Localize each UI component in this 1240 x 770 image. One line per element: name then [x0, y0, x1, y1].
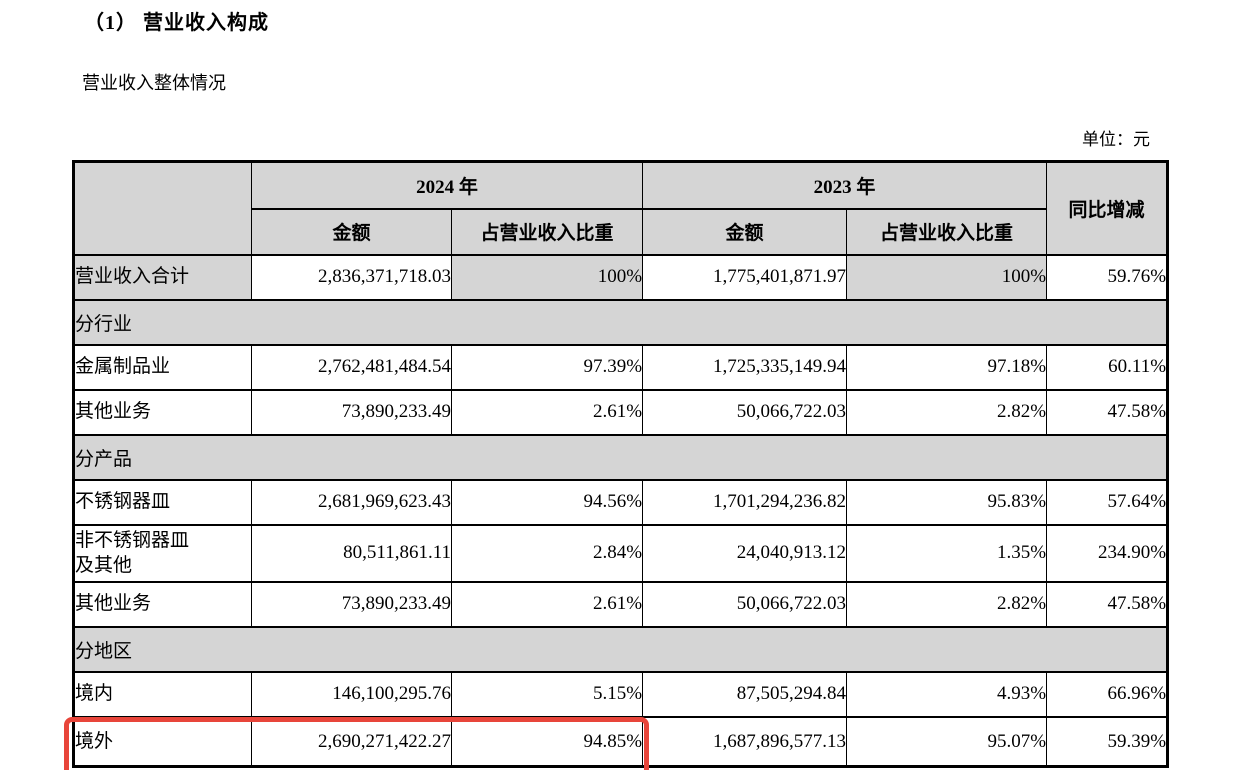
unit-label: 单位：元 [1082, 130, 1150, 149]
row-label: 金属制品业 [73, 343, 252, 391]
yoy-header: 同比增减 [1046, 160, 1169, 256]
yoy-value: 47.58% [1046, 580, 1169, 628]
table-header: 2024 年 2023 年 同比增减 金额 占营业收入比重 金额 占营业收入比重 [73, 160, 1169, 256]
amount-2024: 2,762,481,484.54 [251, 343, 452, 391]
share-2024: 5.15% [450, 670, 644, 718]
section-row: 分产品 [72, 433, 1169, 481]
amount-2024: 2,681,969,623.43 [251, 478, 452, 526]
share-2023: 97.18% [846, 343, 1048, 391]
page-title: （1） 营业收入构成 [84, 12, 269, 34]
share-2023: 95.83% [846, 478, 1048, 526]
share-2023: 95.07% [846, 715, 1048, 768]
table-row: 其他业务 73,890,233.49 2.61% 50,066,722.03 2.82%… [73, 388, 1169, 436]
amount-2023: 87,505,294.84 [642, 670, 848, 718]
table-row: 境外 2,690,271,422.27 94.85% 1,687,896,577.13… [73, 715, 1169, 768]
table-row: 不锈钢器皿 2,681,969,623.43 94.56% 1,701,294,236… [73, 478, 1169, 526]
amount-2023: 24,040,913.12 [642, 523, 848, 583]
section-subtitle: 营业收入整体情况 [82, 73, 226, 93]
amount-2024: 2,690,271,422.27 [251, 715, 452, 768]
header-row-metrics: 金额 占营业收入比重 金额 占营业收入比重 [74, 207, 1168, 256]
amount-2023: 50,066,722.03 [642, 388, 848, 436]
share-2024: 2.61% [450, 388, 644, 436]
share-2024: 2.61% [450, 580, 644, 628]
share-2024: 2.84% [450, 523, 644, 583]
section-label: 分地区 [72, 625, 1169, 673]
table-row: 其他业务 73,890,233.49 2.61% 50,066,722.03 2.82%… [73, 580, 1169, 628]
row-label: 营业收入合计 [73, 253, 252, 301]
amount-2023-header: 金额 [642, 207, 848, 256]
header-row-years: 2024 年 2023 年 同比增减 [73, 160, 1169, 256]
table-row: 金属制品业 2,762,481,484.54 97.39% 1,725,335,149… [73, 343, 1169, 391]
year-2023-header: 2023 年 [642, 160, 1048, 210]
amount-2024-header: 金额 [251, 207, 452, 256]
amount-2024: 146,100,295.76 [251, 670, 452, 718]
yoy-value: 59.76% [1046, 253, 1169, 301]
amount-2023: 1,687,896,577.13 [642, 715, 848, 768]
row-label: 其他业务 [73, 388, 252, 436]
corner-cell [73, 160, 252, 256]
amount-2024: 73,890,233.49 [251, 580, 452, 628]
share-2023-header: 占营业收入比重 [846, 207, 1048, 256]
share-2023: 100% [846, 253, 1048, 301]
yoy-value: 60.11% [1046, 343, 1169, 391]
share-2024: 94.85% [450, 715, 644, 768]
share-2023: 2.82% [846, 388, 1048, 436]
section-label: 分行业 [72, 298, 1169, 346]
amount-2024: 2,836,371,718.03 [251, 253, 452, 301]
amount-2023: 1,701,294,236.82 [642, 478, 848, 526]
yoy-value: 57.64% [1046, 478, 1169, 526]
row-label: 境内 [73, 670, 252, 718]
row-label: 其他业务 [73, 580, 252, 628]
yoy-value: 66.96% [1046, 670, 1169, 718]
share-2023: 2.82% [846, 580, 1048, 628]
yoy-value: 59.39% [1046, 715, 1169, 768]
year-2024-header: 2024 年 [250, 160, 644, 210]
amount-2023: 50,066,722.03 [642, 580, 848, 628]
yoy-value: 47.58% [1046, 388, 1169, 436]
amount-2024: 73,890,233.49 [251, 388, 452, 436]
section-label: 分产品 [72, 433, 1169, 481]
row-label: 非不锈钢器皿 及其他 [73, 523, 252, 583]
row-label: 境外 [73, 715, 252, 768]
report-page: { "page": { "title": "（1） 营业收入构成", "subt… [0, 6, 1240, 770]
section-row: 分行业 [72, 298, 1169, 346]
share-2023: 4.93% [846, 670, 1048, 718]
table-row: 营业收入合计 2,836,371,718.03 100% 1,775,401,871.… [73, 253, 1169, 301]
table-row: 非不锈钢器皿 及其他 80,511,861.11 2.84% 24,040,913.1… [73, 523, 1169, 583]
share-2024: 97.39% [450, 343, 644, 391]
share-2023: 1.35% [846, 523, 1048, 583]
table-body: 营业收入合计 2,836,371,718.03 100% 1,775,401,871.… [72, 253, 1169, 768]
amount-2023: 1,725,335,149.94 [642, 343, 848, 391]
share-2024: 94.56% [450, 478, 644, 526]
share-2024: 100% [450, 253, 644, 301]
share-2024-header: 占营业收入比重 [450, 207, 644, 256]
table-row: 境内 146,100,295.76 5.15% 87,505,294.84 4.93% 6… [73, 670, 1169, 718]
row-label: 不锈钢器皿 [73, 478, 252, 526]
amount-2023: 1,775,401,871.97 [642, 253, 848, 301]
amount-2024: 80,511,861.11 [251, 523, 452, 583]
revenue-table: 2024 年 2023 年 同比增减 金额 占营业收入比重 金额 占营业收入比重… [72, 160, 1170, 769]
yoy-value: 234.90% [1046, 523, 1169, 583]
section-row: 分地区 [72, 625, 1169, 673]
